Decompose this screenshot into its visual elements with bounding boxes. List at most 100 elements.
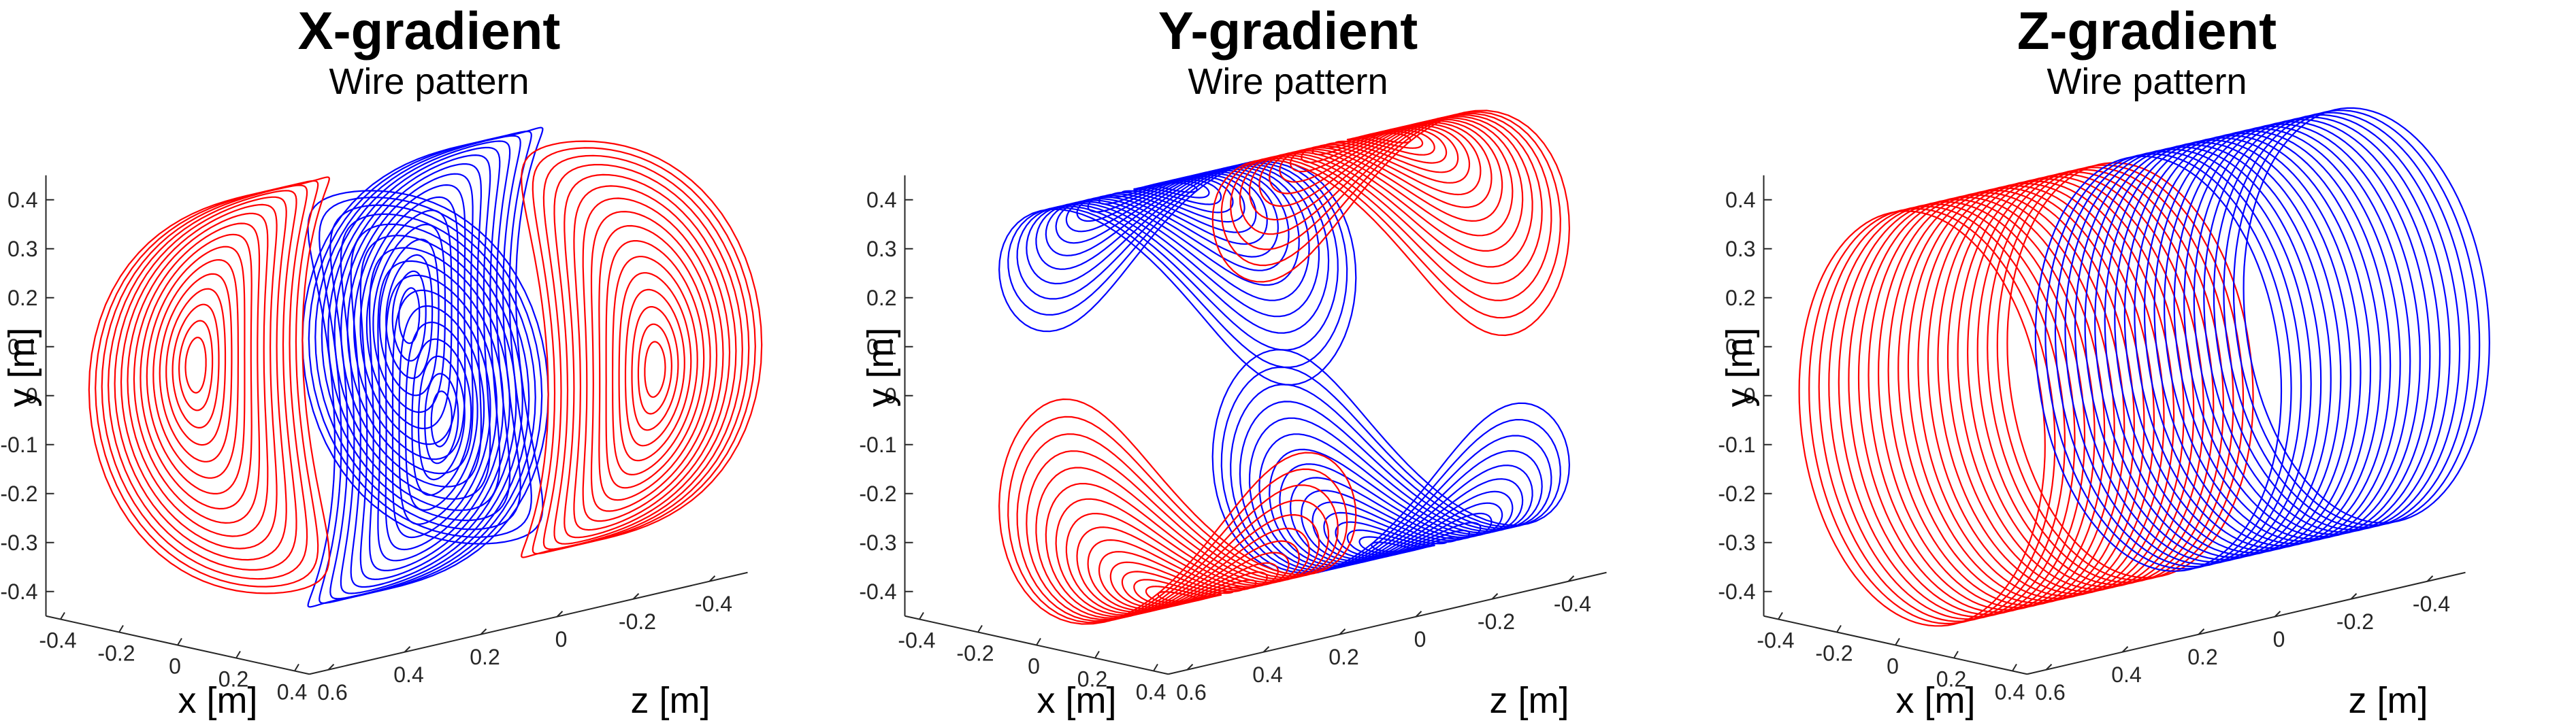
- wire-loop: [1258, 433, 1524, 568]
- x-tick-mark: [235, 650, 241, 659]
- z-axis-line: [309, 571, 748, 675]
- y-tick-label: 0.4: [7, 188, 37, 212]
- wire-loop: [1026, 450, 1330, 621]
- y-tick-label: 0.3: [7, 237, 37, 261]
- wire-loop: [618, 272, 692, 462]
- y-tick-label: -0.3: [0, 530, 37, 555]
- z-axis-label: z [m]: [2349, 680, 2428, 721]
- series-1: [1798, 162, 2254, 627]
- chart-panel-z-gradient: Z-gradient Wire pattern 0.4 0.3 0.2 0.1 0 -0.…: [1718, 0, 2576, 725]
- wire-loop: [1248, 417, 1533, 570]
- z-tick-label: 0: [555, 627, 568, 652]
- wire-loop: [1258, 117, 1524, 252]
- wire-loop: [1239, 114, 1543, 284]
- z-tick-mark: [2426, 575, 2434, 582]
- chart-plot-x-gradient: 0.40.30.20.10-0.1-0.2-0.3-0.4-0.4-0.200.…: [0, 127, 763, 721]
- z-tick-label: -0.2: [1478, 609, 1515, 634]
- z-tick-label: -0.2: [2336, 609, 2374, 634]
- x-tick-label: 0: [1887, 654, 1899, 679]
- wire-loop: [1239, 401, 1543, 571]
- z-tick-label: 0.6: [317, 680, 347, 705]
- wire-loop: [2006, 162, 2254, 579]
- y-tick-label: 0.4: [1725, 188, 1755, 212]
- series-2: [88, 140, 763, 594]
- y-tick-label: -0.3: [859, 530, 896, 555]
- z-tick-mark: [708, 575, 716, 582]
- z-tick-label: 0.6: [1176, 680, 1206, 705]
- wire-loop: [108, 190, 297, 571]
- z-tick-label: 0.2: [470, 645, 500, 669]
- wire-loop: [1248, 116, 1533, 268]
- x-tick-mark: [60, 611, 65, 620]
- axes: 0.40.30.20.10-0.1-0.2-0.3-0.4-0.4-0.200.…: [1718, 175, 2466, 721]
- y-tick-label: 0: [26, 384, 38, 408]
- z-axis-line: [2027, 571, 2466, 675]
- wire-loop: [346, 173, 474, 475]
- wire-loop: [159, 273, 233, 462]
- wire-loop: [2193, 118, 2441, 535]
- axes: 0.40.30.20.10-0.1-0.2-0.3-0.4-0.4-0.200.…: [859, 175, 1607, 721]
- chart-title: Z-gradient: [2017, 1, 2277, 61]
- y-tick-label: -0.2: [859, 482, 896, 506]
- wire-loop: [372, 223, 446, 414]
- z-tick-mark: [1567, 575, 1575, 582]
- wire-loop: [391, 289, 491, 539]
- y-tick-label: 0.1: [866, 335, 896, 359]
- z-tick-label: 0: [2273, 627, 2285, 652]
- wire-loop: [2203, 116, 2451, 533]
- y-tick-label: -0.3: [1718, 530, 1755, 555]
- y-tick-label: 0: [885, 384, 897, 408]
- wire-loop: [624, 288, 685, 447]
- z-axis-label: z [m]: [631, 680, 711, 721]
- wire-loop: [365, 209, 453, 430]
- z-tick-mark: [480, 628, 487, 635]
- wire-loop: [152, 259, 239, 479]
- chart-subtitle: Wire pattern: [2047, 61, 2247, 102]
- wire-loop: [1967, 171, 2215, 588]
- x-tick-label: -0.2: [1815, 641, 1853, 666]
- x-tick-mark: [1094, 650, 1100, 659]
- wire-loop: [1220, 366, 1561, 574]
- y-tick-label: 0.4: [866, 188, 896, 212]
- wire-loop: [172, 303, 220, 428]
- y-tick-label: -0.2: [0, 482, 37, 506]
- wire-loop: [340, 163, 482, 488]
- wire-loop: [1016, 433, 1339, 622]
- x-axis-label: x [m]: [1896, 680, 1976, 721]
- series-2: [998, 109, 1570, 625]
- wire-pattern: [1798, 107, 2490, 627]
- z-tick-mark: [2121, 646, 2129, 653]
- x-tick-label: 0.4: [1995, 680, 2025, 705]
- wire-loop: [1230, 112, 1552, 301]
- x-tick-mark: [294, 663, 299, 672]
- wire-loop: [417, 355, 466, 481]
- wire-loop: [553, 164, 743, 545]
- wire-loop: [359, 196, 459, 445]
- wire-loop: [321, 140, 511, 522]
- wire-loop: [1996, 164, 2245, 581]
- chart-title: X-gradient: [297, 1, 561, 61]
- x-tick-label: -0.4: [1757, 628, 1794, 653]
- x-tick-mark: [919, 611, 924, 620]
- y-tick-label: -0.4: [1718, 579, 1755, 604]
- z-tick-mark: [2045, 664, 2053, 671]
- z-tick-mark: [327, 664, 335, 671]
- y-tick-label: 0.3: [1725, 237, 1755, 261]
- wire-loop: [582, 197, 724, 522]
- wire-loop: [598, 224, 711, 501]
- y-axis-label: y [m]: [1, 328, 42, 407]
- wire-loop: [333, 154, 491, 500]
- z-tick-label: -0.2: [619, 609, 656, 634]
- y-tick-label: -0.4: [859, 579, 896, 604]
- wire-loop: [178, 320, 214, 411]
- y-tick-label: 0.1: [1725, 335, 1755, 359]
- wire-loop: [398, 287, 421, 344]
- wire-loop: [2243, 107, 2490, 524]
- wire-loop: [1045, 167, 1310, 301]
- wire-loop: [1016, 162, 1339, 351]
- wire-loop: [1035, 165, 1320, 318]
- chart-panel-y-gradient: Y-gradient Wire pattern 0.4 0.3 0.2 0.1 0 -0.…: [859, 0, 1717, 725]
- wire-loop: [1007, 161, 1348, 369]
- wire-loop: [1957, 173, 2204, 590]
- y-tick-label: -0.1: [0, 433, 37, 457]
